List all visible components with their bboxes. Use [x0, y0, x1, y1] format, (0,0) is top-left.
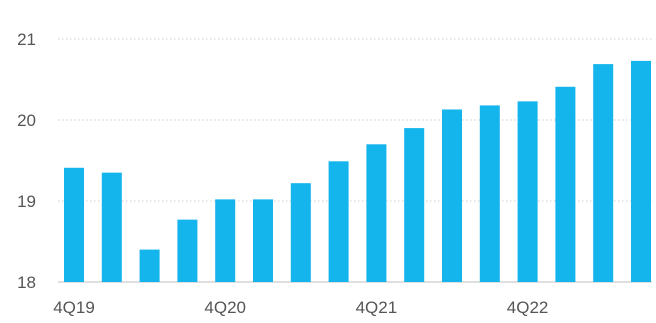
bar-1Q23 [555, 86, 576, 282]
y-axis-ticks: 18 19 20 21 [17, 30, 36, 292]
bar-2Q21 [290, 183, 311, 282]
x-tick-label: 4Q20 [204, 298, 246, 317]
bar-3Q23 [631, 60, 651, 283]
x-axis-ticks: 4Q19 4Q20 4Q21 4Q22 [53, 298, 548, 317]
x-tick-label: 4Q19 [53, 298, 95, 317]
bar-2Q22 [442, 109, 462, 282]
bar-3Q22 [479, 105, 500, 282]
x-tick-label: 4Q22 [507, 298, 549, 317]
y-tick-label: 18 [17, 273, 36, 292]
bar-4Q21 [366, 144, 387, 282]
bar-3Q20 [177, 219, 198, 282]
bar-4Q20 [215, 199, 236, 282]
bar-3Q21 [328, 161, 349, 282]
y-tick-label: 20 [17, 111, 36, 130]
y-tick-label: 19 [17, 192, 36, 211]
bar-2Q23 [593, 64, 614, 282]
bar-1Q20 [101, 172, 122, 282]
bar-4Q19 [64, 167, 84, 282]
x-tick-label: 4Q21 [356, 298, 398, 317]
bar-1Q21 [253, 199, 273, 282]
bar-4Q22 [517, 101, 538, 283]
y-tick-label: 21 [17, 30, 36, 49]
bars [64, 60, 651, 283]
bar-1Q22 [404, 128, 425, 282]
bar-2Q20 [139, 249, 160, 282]
